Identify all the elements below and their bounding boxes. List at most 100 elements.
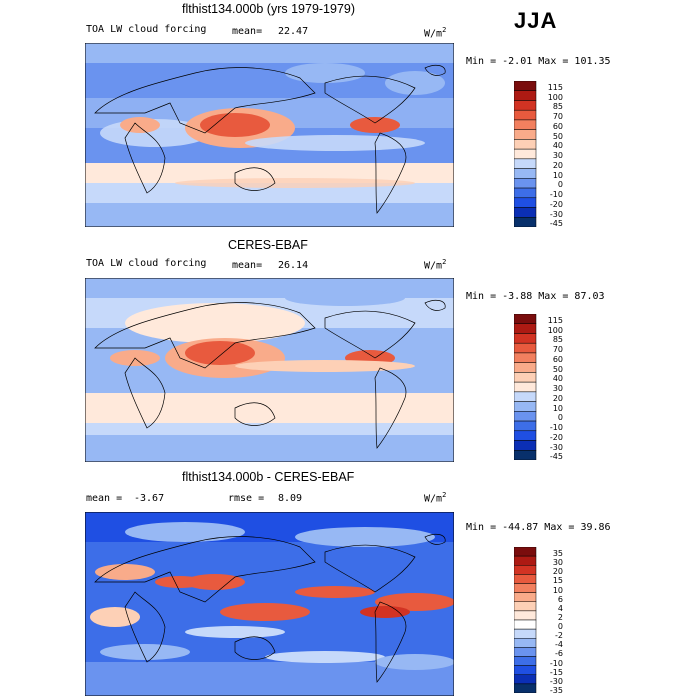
colorbar-tick-label: 0 (557, 180, 563, 190)
colorbar-tick-label: 10 (552, 403, 563, 413)
colorbar-tick-label: 30 (552, 384, 563, 394)
colorbar-tick-label: 0 (557, 622, 563, 631)
colorbar-swatch (514, 391, 537, 402)
colorbar-swatch (514, 372, 537, 383)
colorbar-tick-label: -20 (549, 432, 563, 442)
colorbar-tick-label: -45 (549, 219, 563, 229)
colorbar-tick-label: 4 (557, 603, 563, 613)
colorbar-swatch (514, 381, 537, 393)
panel-2-title: CERES-EBAF (228, 238, 308, 252)
colorbar-tick-label: -45 (549, 452, 563, 462)
panel-1-minmax: Min = -2.01 Max = 101.35 (466, 56, 611, 67)
colorbar-swatch (514, 207, 537, 218)
panel-2-mean-label: mean= (232, 260, 263, 271)
colorbar-swatch (514, 565, 537, 575)
panel-2-field-label: TOA LW cloud forcing (86, 258, 207, 269)
colorbar-swatch (514, 647, 537, 657)
colorbar-tick-label: 100 (547, 325, 563, 335)
colorbar-swatch (514, 168, 537, 179)
colorbar-swatch (514, 592, 537, 603)
colorbar-swatch (514, 411, 537, 422)
colorbar-swatch (514, 158, 537, 169)
colorbar-tick-label: -30 (549, 442, 563, 452)
colorbar-swatch (514, 100, 537, 111)
colorbar-tick-label: -10 (549, 658, 563, 668)
colorbar-tick-label: 60 (552, 121, 563, 131)
colorbar-swatch (514, 333, 537, 344)
colorbar-swatch (514, 638, 537, 648)
panel-1-units: W/m2 (424, 26, 447, 40)
colorbar-swatch (514, 583, 537, 593)
colorbar-swatch (514, 217, 537, 227)
colorbar-tick-label: 20 (552, 567, 563, 577)
colorbar-swatch (514, 420, 537, 432)
colorbar-tick-label: 20 (552, 393, 563, 403)
colorbar-swatch (514, 450, 537, 460)
colorbar-tick-label: 50 (552, 364, 563, 374)
colorbar-swatch (514, 547, 537, 557)
colorbar-swatch (514, 601, 537, 612)
panel-2-colorbar (514, 314, 537, 460)
colorbar-swatch (514, 119, 537, 130)
colorbar-tick-label: 10 (552, 170, 563, 180)
season-label: JJA (514, 8, 558, 33)
panel-2-units: W/m2 (424, 258, 447, 272)
colorbar-tick-label: -30 (549, 209, 563, 219)
colorbar-swatch (514, 139, 537, 150)
colorbar-swatch (514, 129, 537, 140)
panel-1-title: flthist134.000b (yrs 1979-1979) (182, 2, 356, 16)
colorbar-swatch (514, 323, 537, 334)
panel-2-map (85, 278, 454, 462)
colorbar-swatch (514, 81, 537, 91)
panel-1-colorbar (514, 81, 537, 227)
panel-3-units: W/m2 (424, 491, 447, 505)
colorbar-tick-label: 100 (547, 92, 563, 102)
panel-3-mean-value: -3.67 (134, 493, 165, 504)
colorbar-tick-label: 40 (552, 141, 563, 151)
colorbar-tick-label: 60 (552, 354, 563, 364)
panel-2-minmax: Min = -3.88 Max = 87.03 (466, 291, 605, 302)
colorbar-swatch (514, 656, 537, 666)
panel-3-minmax: Min = -44.87 Max = 39.86 (466, 522, 611, 533)
colorbar-swatch (514, 314, 537, 324)
panel-3-rmse-value: 8.09 (278, 493, 303, 504)
colorbar-tick-label: 30 (552, 558, 563, 568)
colorbar-swatch (514, 610, 537, 621)
colorbar-swatch (514, 197, 537, 208)
colorbar-tick-label: 6 (557, 594, 563, 604)
colorbar-tick-label: 10 (552, 585, 563, 595)
colorbar-tick-label: -20 (549, 199, 563, 209)
colorbar-tick-label: 70 (552, 345, 563, 355)
colorbar-tick-label: 20 (552, 160, 563, 170)
colorbar-swatch (514, 574, 537, 584)
colorbar-tick-label: 0 (557, 413, 563, 423)
colorbar-swatch (514, 362, 537, 373)
panel-3-mean-label: mean = (86, 493, 123, 504)
panel-1-mean-value: 22.47 (278, 26, 309, 37)
colorbar-tick-label: -15 (549, 667, 563, 677)
colorbar-tick-label: 30 (552, 151, 563, 161)
colorbar-swatch (514, 665, 537, 676)
colorbar-tick-label: 35 (552, 549, 563, 558)
colorbar-swatch (514, 430, 537, 441)
colorbar-swatch (514, 683, 537, 693)
colorbar-swatch (514, 187, 537, 199)
colorbar-swatch (514, 440, 537, 451)
colorbar-swatch (514, 352, 537, 363)
colorbar-swatch (514, 401, 537, 412)
colorbar-tick-label: 85 (552, 102, 563, 112)
colorbar-tick-label: -30 (549, 676, 563, 686)
colorbar-tick-label: -35 (549, 685, 563, 695)
colorbar-swatch (514, 628, 537, 639)
colorbar-tick-label: 2 (557, 612, 563, 622)
colorbar-tick-label: 115 (547, 316, 563, 325)
colorbar-tick-label: 15 (552, 576, 563, 586)
colorbar-swatch (514, 342, 537, 354)
colorbar-swatch (514, 178, 537, 189)
colorbar-swatch (514, 619, 537, 630)
panel-1-field-label: TOA LW cloud forcing (86, 24, 207, 35)
colorbar-swatch (514, 90, 537, 101)
panel-3-rmse-label: rmse = (228, 493, 265, 504)
colorbar-tick-label: -10 (549, 423, 563, 433)
colorbar-swatch (514, 555, 537, 566)
